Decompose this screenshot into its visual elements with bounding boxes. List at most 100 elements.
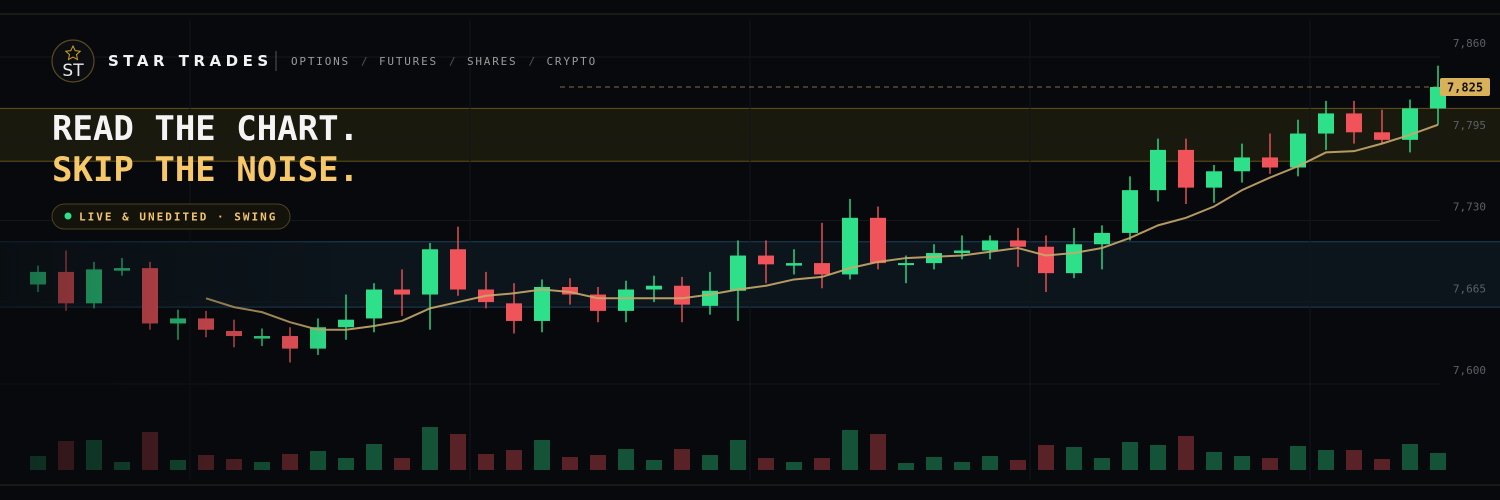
volume-bar [1374, 459, 1390, 470]
candle-body [618, 289, 634, 311]
candle-body [926, 253, 942, 264]
volume-bar [982, 456, 998, 470]
volume-bar [1150, 445, 1166, 470]
y-tick-label: 7,730 [1453, 201, 1486, 214]
y-tick-label: 7,665 [1453, 282, 1486, 295]
volume-bar [926, 457, 942, 470]
candle-body [1038, 246, 1054, 274]
volume-bar [1234, 456, 1250, 470]
candle-body [898, 263, 914, 266]
volume-bar [1178, 436, 1194, 470]
brand: STAR TRADES [108, 52, 273, 70]
y-tick-label: 7,600 [1453, 364, 1486, 377]
candle-body [1094, 232, 1110, 245]
logo-star [64, 44, 82, 61]
candle-body [842, 217, 858, 275]
candle-body [506, 303, 522, 321]
volume-bar [758, 458, 774, 470]
candle-body [814, 263, 830, 275]
nav-link[interactable]: FUTURES [379, 55, 438, 68]
volume-bar [562, 457, 578, 470]
volume-bar [898, 463, 914, 470]
nav-link[interactable]: SHARES [467, 55, 518, 68]
volume-bar [1290, 446, 1306, 470]
candle-body [646, 285, 662, 290]
candle-body [562, 286, 578, 295]
volume-bar [730, 440, 746, 470]
candle-body [1150, 149, 1166, 191]
badge-box [51, 203, 291, 230]
volume-bar [646, 460, 662, 470]
volume-bar [422, 427, 438, 470]
volume-bar [954, 462, 970, 470]
volume-bar [1038, 445, 1054, 470]
nav: OPTIONS / FUTURES / SHARES / CRYPTO [291, 55, 597, 68]
y-tick-label: 7,860 [1453, 37, 1486, 50]
volume-bar [1262, 458, 1278, 470]
candle-body [1066, 244, 1082, 274]
logo[interactable]: ST [51, 39, 95, 83]
headline: SKIP THE NOISE. [52, 150, 359, 190]
badge[interactable]: LIVE & UNEDITED · SWING [51, 203, 291, 230]
candle-body [870, 217, 886, 264]
candle-body [786, 263, 802, 266]
candle-body [954, 250, 970, 254]
volume-bar [1402, 444, 1418, 470]
volume-bar [366, 444, 382, 470]
nav-link[interactable]: OPTIONS [291, 55, 350, 68]
volume-bar [814, 458, 830, 470]
fade [0, 230, 360, 480]
volume-bar [478, 454, 494, 470]
volume-bar [1122, 442, 1138, 470]
candle-body [450, 249, 466, 290]
candle-body [1346, 113, 1362, 133]
price-tag-box [1440, 78, 1490, 97]
nav-link[interactable]: CRYPTO [546, 55, 597, 68]
volume-bar [674, 449, 690, 470]
volume-bar [590, 455, 606, 470]
volume-bar [1318, 450, 1334, 470]
volume-bar [450, 434, 466, 470]
candle-body [1402, 108, 1418, 140]
axis: 7,600 7,665 7,730 7,795 7,860 [1453, 37, 1486, 377]
headline: READ THE CHART. [52, 109, 359, 149]
volume-bar [1010, 460, 1026, 470]
volume-bar [870, 434, 886, 470]
candle-body [422, 249, 438, 295]
volume-bar [618, 449, 634, 470]
volume-bar [394, 458, 410, 470]
volume-bar [1206, 452, 1222, 470]
volume-bar [702, 455, 718, 470]
nav-separator: / [449, 55, 456, 68]
candle-body [1374, 132, 1390, 140]
volume-bar [506, 450, 522, 470]
candle-body [982, 240, 998, 251]
y-tick-label: 7,795 [1453, 119, 1486, 132]
price-tag-label: 7,825 [1447, 81, 1483, 95]
candle-body [1290, 133, 1306, 168]
nav-separator: / [528, 55, 535, 68]
candle-body [1262, 157, 1278, 168]
candle-body [1122, 190, 1138, 233]
candle-body [1318, 113, 1334, 134]
volume-bar [1094, 458, 1110, 470]
candle-body [1206, 171, 1222, 188]
candle-body [534, 286, 550, 321]
logo-ring [51, 39, 95, 83]
candle-body [394, 289, 410, 295]
volume-bar [786, 462, 802, 470]
volume-bar [1430, 453, 1446, 470]
logo-text: ST [62, 61, 84, 81]
volume-bar [842, 430, 858, 470]
volume-bar [1346, 450, 1362, 470]
candle-body [1010, 240, 1026, 247]
candle-body [366, 289, 382, 319]
volume-bar [1066, 447, 1082, 470]
candle-body [758, 255, 774, 265]
candle-body [1234, 157, 1250, 172]
volume-bar [534, 440, 550, 470]
badge-text: LIVE & UNEDITED · SWING [79, 211, 277, 224]
nav-separator: / [361, 55, 368, 68]
moving-average [205, 123, 1439, 331]
